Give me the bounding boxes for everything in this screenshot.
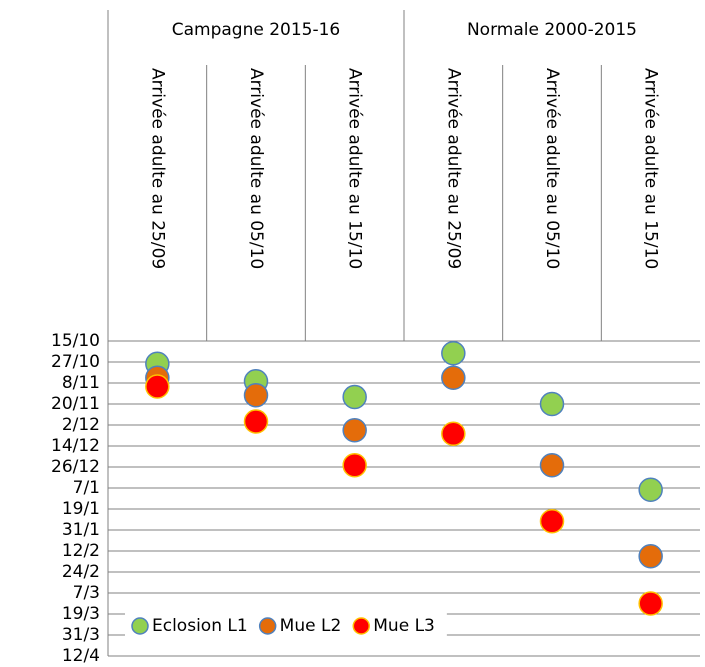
y-tick-label: 7/1 [73,478,100,498]
y-tick-label: 27/10 [51,352,100,372]
category-label: Arrivée adulte au 15/10 [641,68,661,269]
y-tick-label: 26/12 [51,457,100,477]
y-tick-label: 8/11 [62,373,100,393]
point [539,391,565,417]
legend: Eclosion L1 Mue L2 Mue L3 [125,608,447,644]
legend-label: Eclosion L1 [152,616,248,636]
category-label: Arrivée adulte au 25/09 [147,68,167,269]
y-tick-label: 31/1 [62,520,100,540]
point [441,421,466,446]
y-tick-label: 12/2 [62,541,100,561]
category-label: Arrivée adulte au 05/10 [542,68,562,269]
point [243,409,269,434]
category-label: Arrivée adulte au 25/09 [443,68,463,269]
legend-background [125,608,447,644]
y-tick-label: 12/4 [62,646,100,666]
y-tick-label: 20/11 [51,394,100,414]
category-label: Arrivée adulte au 15/10 [345,68,365,269]
point [638,544,663,569]
y-tick-label: 19/3 [62,604,100,624]
point [539,509,565,534]
y-tick-label: 15/10 [51,331,100,351]
legend-label: Mue L2 [280,616,342,636]
point [539,453,565,478]
legend-marker [352,617,371,635]
point [441,341,466,366]
legend-marker [258,617,277,635]
point [342,453,367,478]
y-tick-label: 7/3 [73,583,100,603]
point [243,383,269,408]
point [342,384,367,410]
point [145,374,170,399]
group-label: Campagne 2015-16 [172,20,341,40]
group-label: Normale 2000-2015 [467,20,637,40]
category-label: Arrivée adulte au 05/10 [246,68,266,269]
y-tick-label: 31/3 [62,625,100,645]
legend-marker [131,617,149,635]
legend-label: Mue L3 [373,616,435,636]
y-tick-label: 19/1 [62,499,100,519]
point [441,365,466,390]
point [638,591,663,616]
y-tick-label: 2/12 [62,415,100,435]
point [342,418,367,443]
y-tick-label: 14/12 [51,436,100,456]
y-tick-label: 24/2 [62,562,100,582]
point [638,477,663,502]
